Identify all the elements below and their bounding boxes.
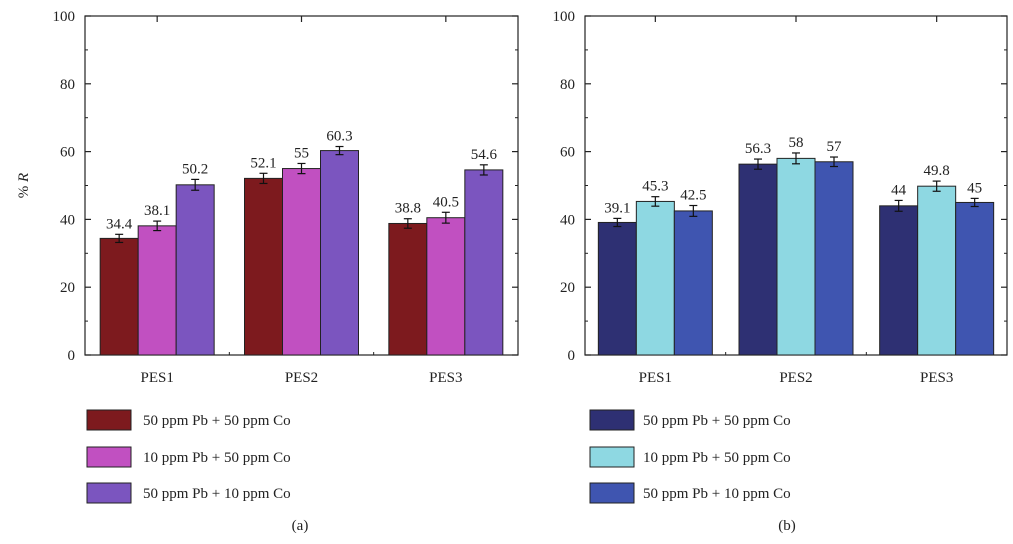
bar	[282, 168, 321, 356]
data-label: 38.8	[395, 201, 421, 217]
legend-swatch	[86, 446, 132, 468]
bar	[244, 177, 283, 356]
bar	[879, 205, 919, 356]
legend-label: 10 ppm Pb + 50 ppm Co	[143, 450, 291, 466]
legend-swatch	[589, 409, 635, 431]
bar	[388, 222, 428, 356]
data-label: 44	[891, 182, 907, 198]
x-tick-label: PES2	[285, 370, 318, 386]
bar	[738, 163, 778, 356]
y-tick-label: 100	[553, 9, 576, 25]
data-label: 50.2	[182, 161, 208, 177]
legend-label: 50 ppm Pb + 50 ppm Co	[643, 413, 791, 429]
data-label: 45.3	[642, 179, 668, 195]
y-tick-label: 20	[560, 280, 575, 296]
y-tick-label: 100	[53, 9, 76, 25]
legend-swatch	[86, 409, 132, 431]
bar	[426, 217, 466, 356]
x-tick-label: PES2	[779, 370, 812, 386]
legend-swatch	[589, 446, 635, 468]
x-tick-label: PES1	[639, 370, 672, 386]
legend-label: 10 ppm Pb + 50 ppm Co	[643, 450, 791, 466]
y-tick-label: 40	[60, 212, 75, 228]
data-label: 39.1	[604, 200, 630, 216]
bar	[917, 185, 957, 356]
data-label: 58	[789, 135, 804, 151]
data-label: 60.3	[326, 129, 352, 145]
y-tick-label: 40	[560, 212, 575, 228]
bar	[464, 169, 504, 356]
chart-panel-b: 0 20 40 60 80 100 PES1 PES2 PES3 39.1 56.3 44 45.3 58…	[553, 9, 1008, 534]
bar	[137, 225, 177, 356]
chart-panel-a: 0 20 40 60 80 100 % R PES1 PES2 PES3 34.4 52.1 38.8 3…	[16, 9, 519, 534]
panel-label: (a)	[292, 518, 309, 534]
y-tick-label: 60	[560, 145, 575, 161]
data-label: 45	[967, 180, 982, 196]
y-tick-label: 0	[68, 348, 76, 364]
y-tick-label: 20	[60, 280, 75, 296]
data-label: 54.6	[471, 147, 498, 163]
bar	[635, 200, 675, 356]
data-label: 57	[827, 139, 843, 155]
y-axis-title: % R	[16, 173, 32, 198]
data-label: 52.1	[250, 155, 276, 171]
legend-label: 50 ppm Pb + 10 ppm Co	[643, 486, 791, 502]
data-label: 55	[294, 145, 309, 161]
bar	[776, 157, 816, 356]
data-label: 56.3	[745, 141, 771, 157]
bar	[320, 150, 359, 356]
data-label: 42.5	[680, 188, 706, 204]
y-tick-label: 0	[568, 348, 576, 364]
legend-label: 50 ppm Pb + 10 ppm Co	[143, 486, 291, 502]
bar	[814, 161, 854, 356]
x-tick-label: PES3	[429, 370, 462, 386]
panel-label: (b)	[778, 518, 796, 534]
legend-label: 50 ppm Pb + 50 ppm Co	[143, 413, 291, 429]
bar	[175, 184, 215, 356]
bar	[673, 210, 713, 356]
bar	[597, 221, 637, 356]
data-label: 38.1	[144, 203, 170, 219]
bar	[99, 237, 139, 356]
data-label: 34.4	[106, 216, 133, 232]
y-tick-label: 80	[60, 77, 75, 93]
legend-swatch	[86, 482, 132, 504]
x-tick-label: PES1	[140, 370, 173, 386]
y-tick-label: 80	[560, 77, 575, 93]
data-label: 40.5	[433, 194, 459, 210]
y-tick-label: 60	[60, 145, 75, 161]
legend-swatch	[589, 482, 635, 504]
data-label: 49.8	[924, 163, 950, 179]
x-tick-label: PES3	[920, 370, 953, 386]
bar	[955, 201, 995, 356]
